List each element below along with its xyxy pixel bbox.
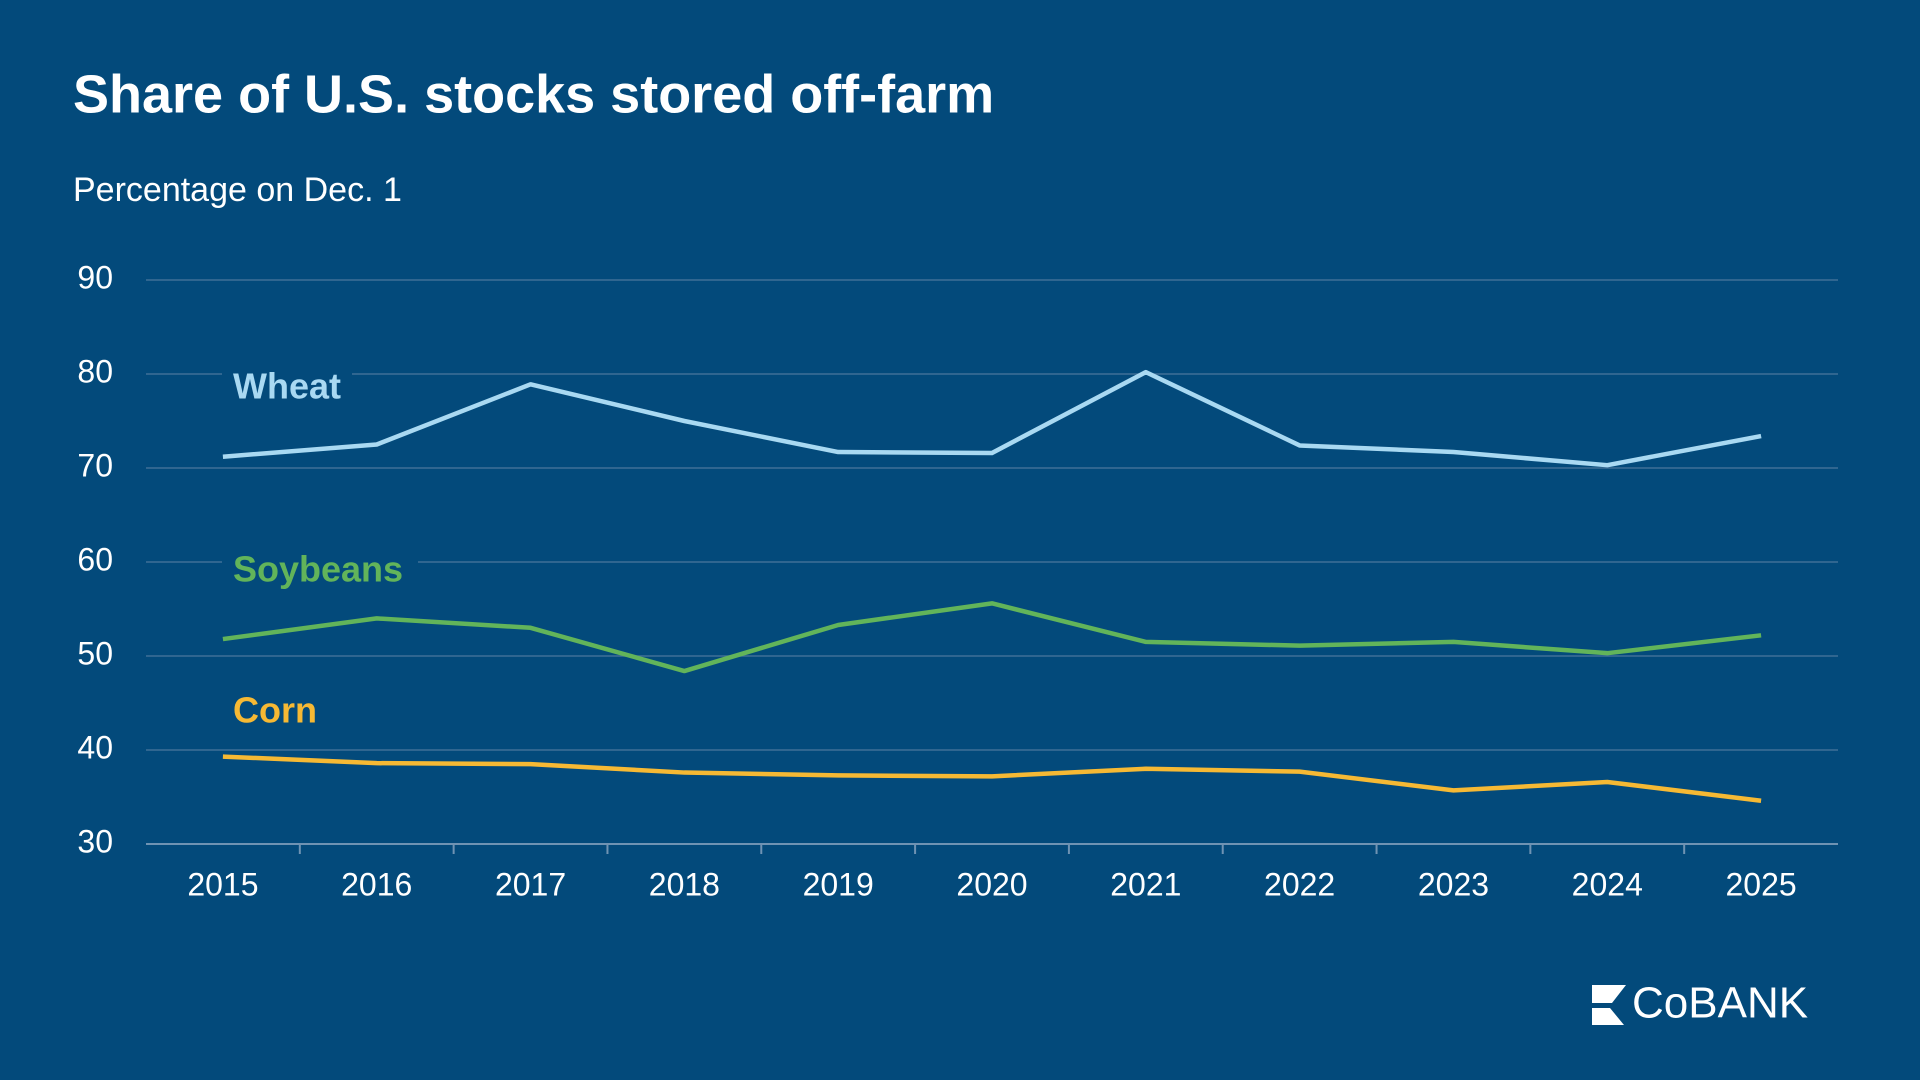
logo: CoBANK (1592, 979, 1808, 1028)
label-backdrop (222, 363, 352, 415)
logo-icon (1592, 985, 1626, 1025)
x-tick-label: 2017 (495, 866, 566, 902)
x-tick-label: 2019 (803, 866, 874, 902)
logo-text: CoBANK (1632, 979, 1808, 1028)
chart-title: Share of U.S. stocks stored off-farm (73, 64, 994, 124)
x-tick-label: 2021 (1110, 866, 1181, 902)
x-tick-label: 2023 (1418, 866, 1489, 902)
x-tick-label: 2024 (1572, 866, 1643, 902)
line-series (222, 369, 1762, 468)
y-tick-label: 80 (77, 353, 113, 389)
y-tick-label: 30 (77, 823, 113, 859)
x-tick-label: 2020 (956, 866, 1027, 902)
x-tick-label: 2015 (187, 866, 258, 902)
series-label: Wheat (233, 366, 341, 407)
label-backdrop (222, 546, 418, 598)
line-series (222, 754, 1762, 803)
x-tick-label: 2016 (341, 866, 412, 902)
x-tick-label: 2018 (649, 866, 720, 902)
y-tick-label: 60 (77, 541, 113, 577)
y-tick-label: 70 (77, 447, 113, 483)
chart-subtitle: Percentage on Dec. 1 (73, 171, 402, 209)
line-series (222, 601, 1762, 674)
y-tick-label: 40 (77, 729, 113, 765)
series-label: Soybeans (233, 549, 403, 590)
series-label: Corn (233, 690, 317, 731)
label-backdrop (222, 687, 352, 739)
y-tick-label: 50 (77, 635, 113, 671)
x-tick-label: 2025 (1725, 866, 1796, 902)
y-tick-label: 90 (77, 259, 113, 295)
x-tick-label: 2022 (1264, 866, 1335, 902)
